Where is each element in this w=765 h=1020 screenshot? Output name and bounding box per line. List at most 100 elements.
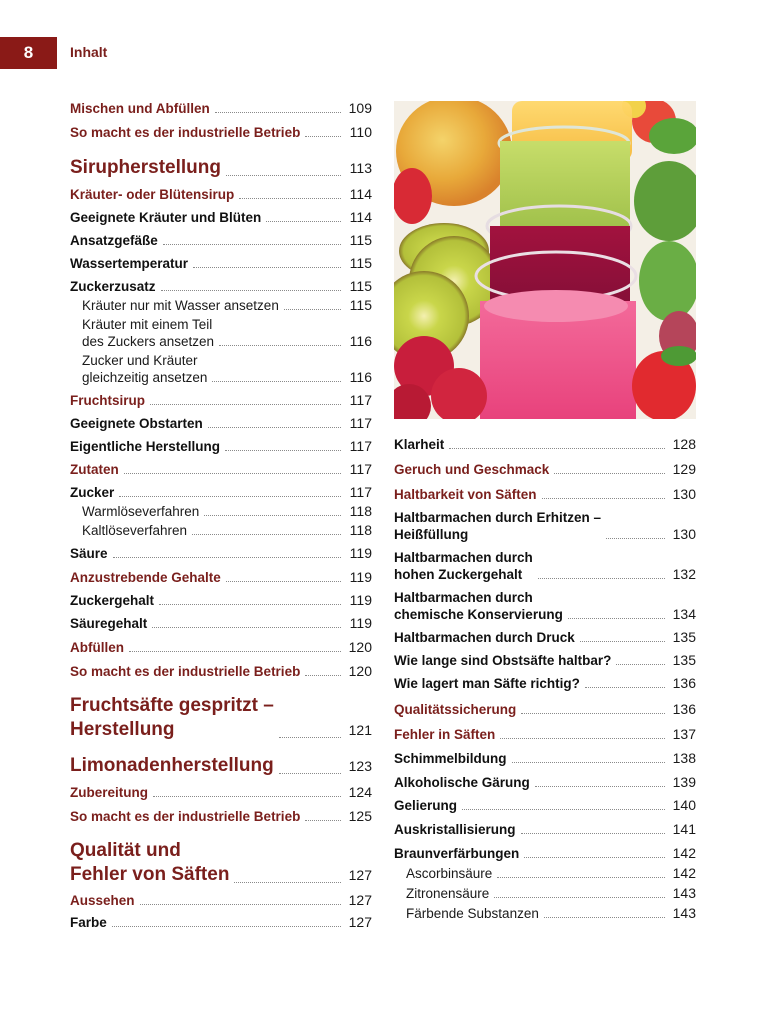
toc-entry[interactable]: Ansatzgefäße 115	[70, 232, 372, 249]
dot-leader	[123, 473, 341, 474]
toc-entry[interactable]: Fruchtsäfte gespritzt – Herstellung 121	[70, 694, 372, 742]
running-header-title: Inhalt	[70, 44, 108, 60]
toc-entry[interactable]: Gelierung 140	[394, 797, 696, 814]
page-number: 8	[23, 43, 34, 62]
toc-entry[interactable]: Wassertemperatur 115	[70, 255, 372, 272]
toc-entry-title: Kräuter- oder Blütensirup	[70, 187, 235, 202]
dot-leader	[579, 641, 665, 642]
toc-entry-title: Eigentliche Herstellung	[70, 439, 221, 454]
toc-entry[interactable]: Klarheit 128	[394, 436, 696, 453]
toc-entry[interactable]: Kräuter nur mit Wasser ansetzen 115	[70, 297, 372, 314]
toc-entry[interactable]: Wie lagert man Säfte richtig? 136	[394, 675, 696, 692]
toc-entry[interactable]: Anzustrebende Gehalte 119	[70, 569, 372, 586]
dot-leader	[139, 904, 341, 905]
dot-leader	[584, 687, 665, 688]
toc-entry[interactable]: Fruchtsirup 117	[70, 392, 372, 409]
dot-leader	[511, 762, 665, 763]
toc-entry[interactable]: Aussehen 127	[70, 892, 372, 909]
toc-entry[interactable]: Auskristallisierung 141	[394, 821, 696, 838]
toc-entry[interactable]: Zitronensäure 143	[394, 885, 696, 902]
toc-entry-title: Haltbarmachen durch Erhitzen – Heißfüllu…	[394, 510, 602, 542]
toc-entry-title: Zutaten	[70, 462, 119, 477]
toc-entry-page: 110	[349, 124, 372, 140]
toc-entry[interactable]: Sirupherstellung 113	[70, 156, 372, 180]
toc-entry-page: 123	[348, 758, 372, 774]
toc-entry[interactable]: Abfüllen 120	[70, 639, 372, 656]
toc-entry[interactable]: Qualität und Fehler von Säften 127	[70, 839, 372, 887]
toc-entry[interactable]: Geruch und Geschmack 129	[394, 461, 696, 478]
toc-entry[interactable]: Zuckerzusatz 115	[70, 278, 372, 295]
toc-entry-page: 135	[672, 652, 696, 668]
toc-entry-page: 135	[672, 629, 696, 645]
toc-entry[interactable]: Kräuter mit einem Teil des Zuckers anset…	[70, 316, 372, 350]
toc-entry-page: 120	[348, 639, 372, 655]
toc-entry[interactable]: Säure 119	[70, 545, 372, 562]
toc-entry[interactable]: Färbende Substanzen 143	[394, 905, 696, 922]
toc-entry-page: 127	[348, 892, 372, 908]
toc-entry[interactable]: So macht es der industrielle Betrieb 125	[70, 808, 372, 825]
toc-entry[interactable]: Alkoholische Gärung 139	[394, 774, 696, 791]
toc-entry-title: Anzustrebende Gehalte	[70, 570, 221, 585]
toc-entry[interactable]: Warmlöseverfahren 118	[70, 503, 372, 520]
dot-leader	[162, 244, 341, 245]
toc-entry-title: Zitronensäure	[406, 886, 490, 901]
toc-entry[interactable]: Farbe 127	[70, 914, 372, 931]
dot-leader	[567, 618, 665, 619]
dot-leader	[152, 627, 341, 628]
toc-entry[interactable]: Haltbarmachen durch Druck 135	[394, 629, 696, 646]
toc-entry[interactable]: Zubereitung 124	[70, 784, 372, 801]
toc-entry-page: 117	[349, 484, 372, 500]
toc-entry-page: 124	[348, 784, 372, 800]
toc-entry-page: 127	[348, 867, 372, 883]
dot-leader	[150, 404, 341, 405]
dot-leader	[616, 664, 665, 665]
toc-entry-title: So macht es der industrielle Betrieb	[70, 125, 301, 140]
dot-leader	[534, 786, 665, 787]
toc-entry[interactable]: Kaltlöseverfahren 118	[70, 522, 372, 539]
dot-leader	[212, 381, 341, 382]
toc-entry[interactable]: Limonadenherstellung 123	[70, 754, 372, 778]
toc-entry-title: Haltbarmachen durch hohen Zuckergehalt	[394, 550, 533, 582]
toc-entry[interactable]: Kräuter- oder Blütensirup 114	[70, 186, 372, 203]
toc-entry[interactable]: Geeignete Kräuter und Blüten 114	[70, 209, 372, 226]
toc-entry[interactable]: Haltbarmachen durch Erhitzen – Heißfüllu…	[394, 509, 696, 543]
toc-entry[interactable]: Ascorbinsäure 142	[394, 865, 696, 882]
toc-entry[interactable]: Zutaten 117	[70, 461, 372, 478]
toc-entry[interactable]: Fehler in Säften 137	[394, 726, 696, 743]
dot-leader	[606, 538, 665, 539]
dot-leader	[239, 198, 341, 199]
toc-entry[interactable]: Zucker und Kräuter gleichzeitig ansetzen…	[70, 352, 372, 386]
toc-entry[interactable]: Mischen und Abfüllen 109	[70, 100, 372, 117]
toc-entry-title: Zuckerzusatz	[70, 279, 156, 294]
juice-photo	[394, 101, 696, 419]
toc-entry[interactable]: Schimmelbildung 138	[394, 750, 696, 767]
dot-leader	[129, 651, 341, 652]
toc-entry-page: 119	[349, 592, 372, 608]
toc-entry-page: 134	[672, 606, 696, 622]
toc-entry[interactable]: So macht es der industrielle Betrieb 110	[70, 124, 372, 141]
dot-leader	[234, 882, 341, 883]
toc-entry[interactable]: Eigentliche Herstellung 117	[70, 438, 372, 455]
toc-entry[interactable]: Braunverfärbungen 142	[394, 845, 696, 862]
toc-entry-page: 128	[672, 436, 696, 452]
toc-entry[interactable]: Zucker 117	[70, 484, 372, 501]
toc-entry[interactable]: Wie lange sind Obstsäfte haltbar? 135	[394, 652, 696, 669]
toc-entry[interactable]: Haltbarmachen durch chemische Konservier…	[394, 589, 696, 623]
toc-entry-page: 109	[348, 100, 372, 116]
toc-entry-title: Sirupherstellung	[70, 157, 221, 178]
toc-entry-page: 127	[348, 914, 372, 930]
toc-entry[interactable]: Geeignete Obstarten 117	[70, 415, 372, 432]
toc-entry-title: Qualität und Fehler von Säften	[70, 840, 230, 885]
toc-entry[interactable]: Haltbarkeit von Säften 130	[394, 486, 696, 503]
toc-entry[interactable]: Zuckergehalt 119	[70, 592, 372, 609]
toc-entry-page: 115	[349, 255, 372, 271]
toc-column-left: Mischen und Abfüllen 109 So macht es der i…	[70, 100, 372, 931]
toc-entry[interactable]: Qualitätssicherung 136	[394, 701, 696, 718]
dot-leader	[462, 809, 665, 810]
toc-entry[interactable]: So macht es der industrielle Betrieb 120	[70, 663, 372, 680]
toc-entry[interactable]: Säuregehalt 119	[70, 615, 372, 632]
toc-entry-page: 115	[349, 278, 372, 294]
toc-entry-title: Zucker und Kräuter gleichzeitig ansetzen	[82, 353, 208, 385]
toc-entry[interactable]: Haltbarmachen durch hohen Zuckergehalt 13…	[394, 549, 696, 583]
toc-entry-page: 143	[672, 905, 696, 921]
